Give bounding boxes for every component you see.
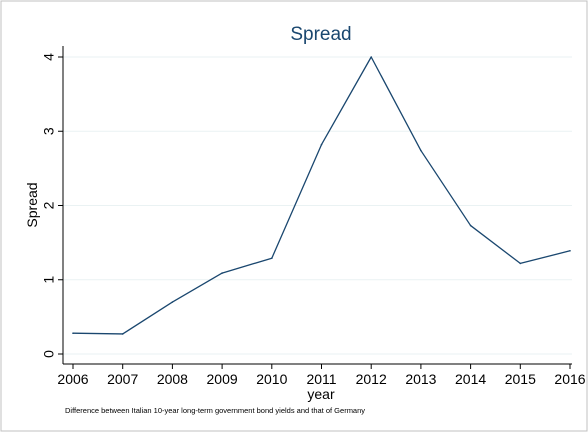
data-point	[171, 301, 174, 303]
x-tick-label: 2012	[356, 371, 387, 387]
x-tick-label: 2014	[455, 371, 486, 387]
x-tick-label: 2011	[306, 371, 336, 387]
y-tick-label: 4	[41, 53, 57, 61]
data-point	[519, 262, 522, 265]
data-point	[271, 257, 273, 260]
chart-title: Spread	[290, 24, 351, 45]
data-point	[469, 224, 472, 227]
y-tick-label: 1	[41, 276, 57, 284]
y-axis-ticks: 0 1 2 3 4	[41, 53, 63, 358]
gridlines	[63, 56, 572, 355]
data-point	[370, 56, 373, 58]
data-point	[121, 333, 124, 335]
x-tick-label: 2010	[256, 371, 287, 387]
y-axis-title: Spread	[24, 182, 40, 227]
data-point	[72, 332, 74, 335]
x-tick-label: 2016	[554, 371, 585, 387]
x-tick-label: 2008	[157, 371, 188, 387]
x-tick-label: 2009	[207, 371, 238, 387]
x-axis-title: year	[307, 386, 335, 402]
data-point	[569, 249, 571, 252]
x-axis-ticks: 2006 2007 2008 2009 2010 2011 2012 2013 2014 2015…	[57, 364, 586, 387]
y-tick-label: 3	[41, 127, 57, 135]
x-tick-label: 2006	[57, 371, 88, 387]
series-group	[72, 56, 571, 335]
y-tick-label: 0	[41, 350, 57, 358]
x-tick-label: 2013	[405, 371, 436, 387]
x-tick-label: 2015	[505, 371, 536, 387]
data-point	[320, 143, 323, 146]
chart-note: Difference between Italian 10-year long-…	[65, 406, 365, 415]
y-tick-label: 2	[41, 201, 57, 209]
data-point	[221, 272, 223, 274]
data-point	[420, 149, 422, 152]
x-tick-label: 2007	[107, 371, 138, 387]
